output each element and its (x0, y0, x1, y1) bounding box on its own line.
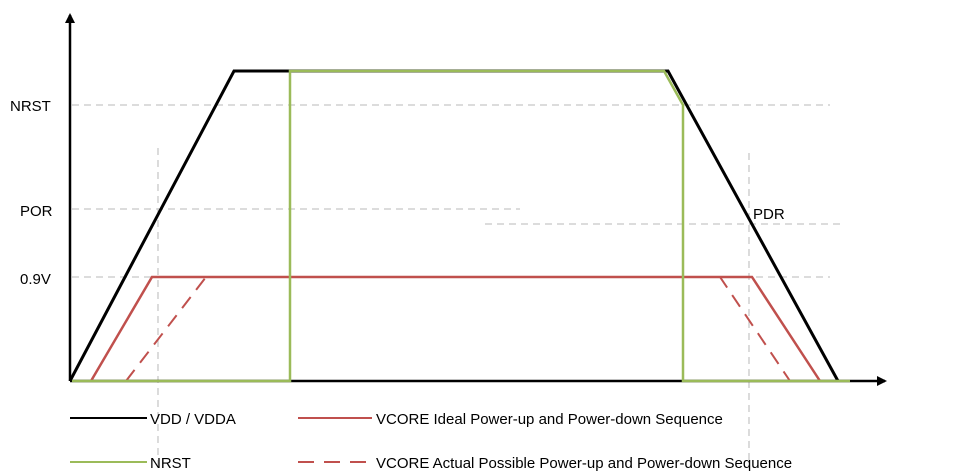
pdr-level-label: PDR (753, 206, 785, 223)
nrst-level-label: NRST (10, 98, 51, 115)
legend-vcore-actual-label: VCORE Actual Possible Power-up and Power… (376, 455, 792, 472)
legend-vdd-label: VDD / VDDA (150, 411, 236, 428)
vdd-curve (68, 69, 840, 382)
legend-nrst-label: NRST (150, 455, 191, 472)
por-level-label: POR (20, 203, 53, 220)
vcore-actual-curve (125, 276, 791, 382)
legend-vcore-ideal-label: VCORE Ideal Power-up and Power-down Sequ… (376, 411, 723, 428)
v09-level-label: 0.9V (20, 271, 51, 288)
vcore-ideal-curve (89, 275, 822, 382)
nrst-curve (72, 69, 850, 383)
legend: VDD / VDDA VCORE Ideal Power-up and Powe… (70, 411, 792, 472)
